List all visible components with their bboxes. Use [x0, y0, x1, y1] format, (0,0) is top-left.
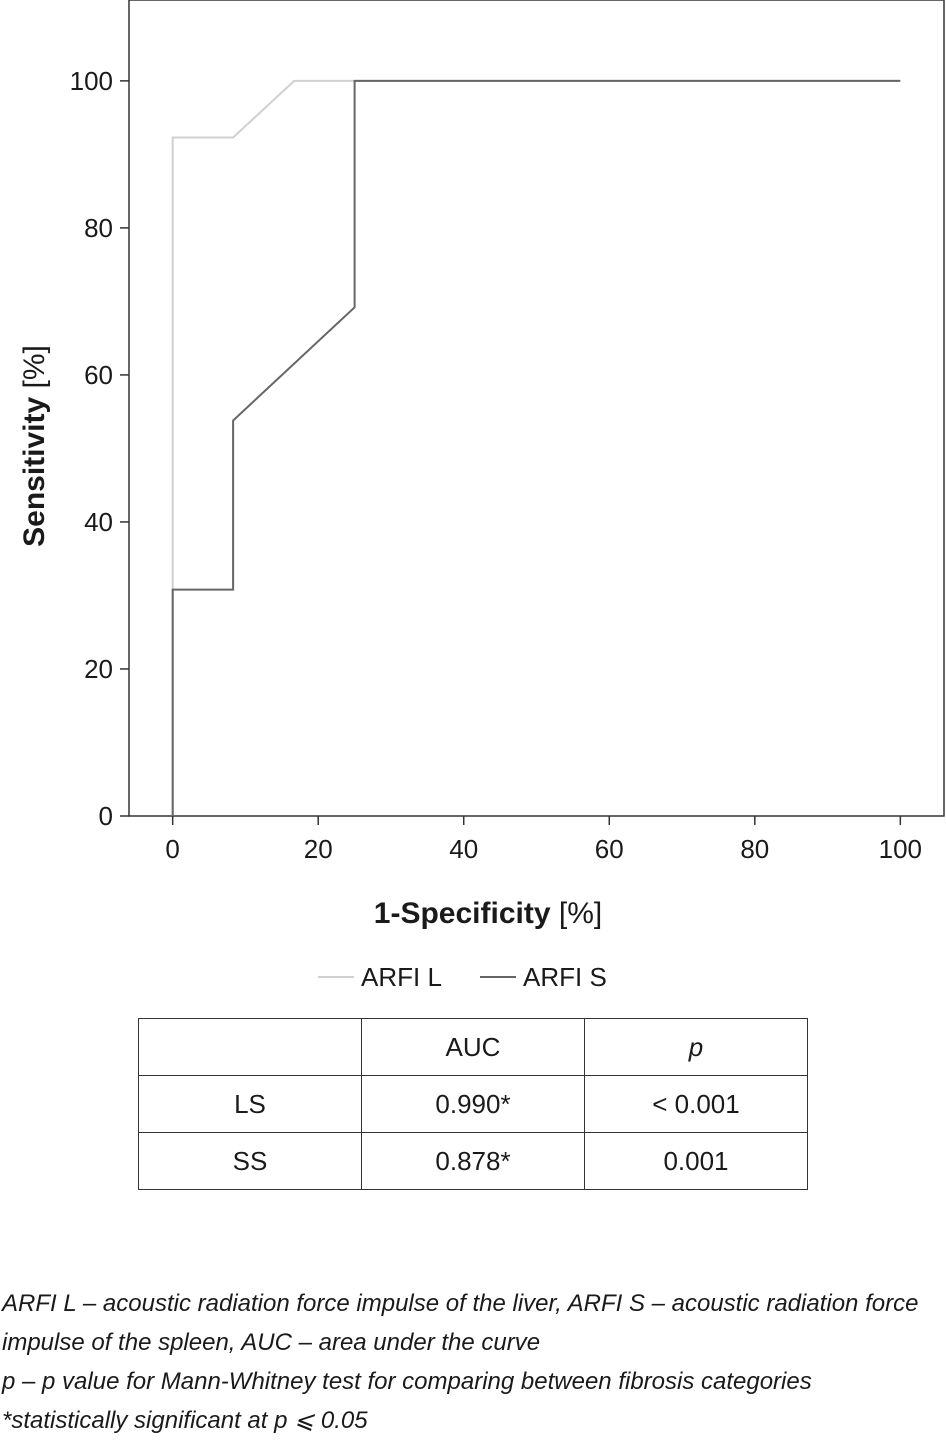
- x-tick-label: 40: [449, 834, 478, 864]
- y-tick-label: 100: [70, 66, 113, 96]
- table-header-row: AUC p: [138, 1018, 808, 1076]
- footnote-p-value: p – p value for Mann-Whitney test for co…: [2, 1368, 812, 1395]
- legend-label: ARFI S: [523, 962, 607, 992]
- table-cell: 0.878*: [361, 1132, 585, 1190]
- series-line-arfi-l: [171, 79, 901, 816]
- series-line-arfi-s: [171, 79, 901, 816]
- table-row: LS 0.990* < 0.001: [138, 1075, 808, 1133]
- table-header-cell: [138, 1018, 362, 1076]
- x-tick-label: 20: [304, 834, 333, 864]
- y-tick-label: 80: [84, 213, 113, 243]
- series-lines: [171, 79, 901, 816]
- y-axis-title: Sensitivity [%]: [18, 345, 51, 547]
- legend: ARFI L ARFI S: [318, 962, 607, 992]
- y-tick-label: 20: [84, 654, 113, 684]
- table-cell: < 0.001: [584, 1075, 808, 1133]
- roc-chart: 0 20 40 60 80 100 0 20 40 60 80 100 1-Specificity …: [18, 0, 945, 992]
- x-axis-title: 1-Specificity [%]: [374, 897, 602, 930]
- y-tick-label: 60: [84, 360, 113, 390]
- x-tick-label: 0: [165, 834, 179, 864]
- x-tick-label: 80: [740, 834, 769, 864]
- table-cell: 0.001: [584, 1132, 808, 1190]
- y-tick-label: 0: [99, 801, 113, 831]
- footnotes: ARFI L – acoustic radiation force impuls…: [2, 1284, 942, 1440]
- table-cell: 0.990*: [361, 1075, 585, 1133]
- legend-label: ARFI L: [361, 962, 442, 992]
- y-tick-label: 40: [84, 507, 113, 537]
- table-cell: SS: [138, 1132, 362, 1190]
- footnote-abbreviations: ARFI L – acoustic radiation force impuls…: [2, 1290, 919, 1356]
- table-row: SS 0.878* 0.001: [138, 1132, 808, 1190]
- auc-table: AUC p LS 0.990* < 0.001 SS 0.878* 0.001: [138, 1018, 808, 1190]
- x-axis-ticks: 0 20 40 60 80 100: [165, 816, 922, 864]
- x-tick-label: 100: [879, 834, 922, 864]
- y-axis-ticks: 0 20 40 60 80 100: [70, 66, 129, 831]
- footnote-significance: *statistically significant at p ⩽ 0.05: [2, 1407, 368, 1434]
- plot-frame: [128, 0, 945, 817]
- table-cell: LS: [138, 1075, 362, 1133]
- table-header-p: p: [584, 1018, 808, 1076]
- table-header-auc: AUC: [361, 1018, 585, 1076]
- x-tick-label: 60: [595, 834, 624, 864]
